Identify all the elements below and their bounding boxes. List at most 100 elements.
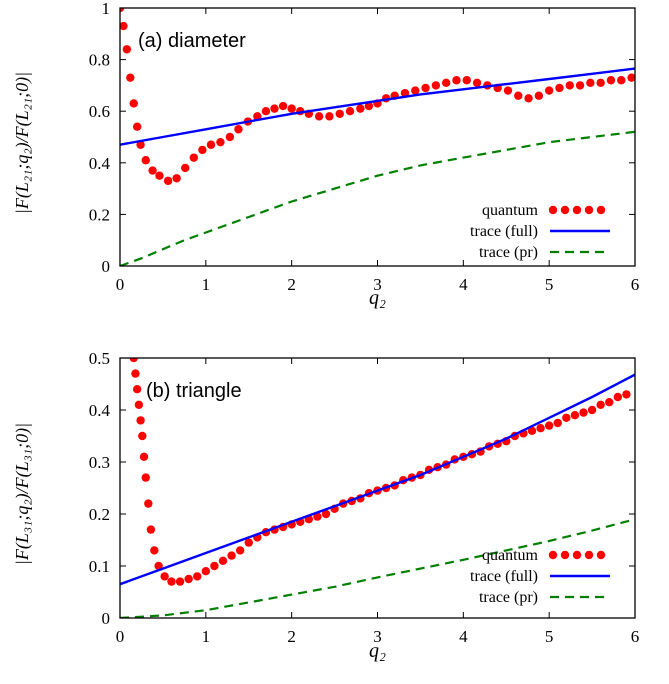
x-tick-label: 3 [373,275,382,294]
data-point-quantum [534,91,544,100]
x-axis-label: q₂ [369,640,386,662]
data-point-quantum [606,76,616,85]
data-point-quantum [132,122,142,131]
x-tick-label: 2 [287,627,296,646]
legend-dot-quantum [548,550,558,560]
x-tick-label: 0 [116,275,125,294]
data-point-quantum [462,76,471,85]
x-tick-label: 6 [631,275,640,294]
data-point-quantum [313,512,322,521]
x-tick-label: 0 [116,627,125,646]
data-point-quantum [225,132,235,142]
legend: quantum trace (full) trace (pr) [470,547,610,606]
data-point-quantum [565,81,574,90]
y-tick-label: 0.4 [89,154,111,173]
data-point-quantum [587,405,597,415]
data-point-quantum [570,411,580,420]
legend-dot-quantum [560,205,570,215]
data-point-quantum [364,101,374,111]
data-point-quantum [189,153,199,162]
data-point-quantum [527,426,537,435]
data-point-quantum [138,431,147,441]
data-point-quantum [261,107,271,116]
y-tick-label: 0.6 [89,102,110,121]
data-point-quantum [201,567,211,576]
data-point-quantum [270,104,279,113]
legend-dot-quantum [560,550,570,560]
x-tick-label: 5 [545,627,554,646]
data-point-quantum [218,556,228,565]
data-point-quantum [235,546,245,555]
chart-panel-b: 0 1 2 3 4 5 6 0 0.1 0.2 0.3 0.4 0.5 quantum trace (ful… [12,349,639,662]
data-point-quantum [536,424,545,433]
data-point-quantum [210,561,219,571]
data-point-quantum [503,86,513,95]
y-axis-label: |F(L₃₁;q₂)/F(L₃₁;0)| [12,423,33,565]
data-point-quantum [472,78,482,88]
x-tick-label: 1 [202,275,211,294]
data-point-quantum [141,156,150,165]
data-point-quantum [146,525,156,534]
data-point-quantum [206,140,216,149]
plot-frame [119,7,636,267]
data-point-quantum [216,137,225,147]
data-point-quantum [181,163,190,173]
data-point-quantum [441,78,451,88]
x-tick-label: 2 [287,275,296,294]
data-point-quantum [198,145,207,155]
y-tick-label: 0.3 [89,453,110,472]
data-point-quantum [596,78,605,88]
data-point-quantum [234,125,243,134]
legend-dot-quantum [596,550,606,560]
y-tick-label: 0.4 [89,401,111,420]
data-point-quantum [586,78,595,88]
y-axis-label: |F(L₂₁;q₂)/F(L₂₁;0)| [12,72,33,214]
data-point-quantum [579,408,588,417]
data-point-quantum [184,574,193,584]
y-tick-label: 0.2 [89,205,110,224]
legend-label: trace (pr) [479,244,538,261]
legend-label: trace (pr) [479,589,538,606]
plot-frame [119,357,636,619]
y-tick-label: 0.5 [89,349,110,368]
series-line-trace-pr [120,130,635,266]
series-line-trace-pr [120,518,635,618]
legend-dot-quantum [596,205,606,215]
data-point-quantum [120,8,125,13]
data-point-quantum [244,538,253,547]
data-point-quantum [287,104,296,113]
y-tick-label: 0 [102,609,111,628]
data-point-quantum [150,546,159,555]
data-point-quantum [126,73,135,82]
data-point-quantum [144,499,153,508]
data-point-quantum [562,413,571,422]
legend-dot-quantum [584,550,594,560]
chart-panel-a: 0 1 2 3 4 5 6 0 0.2 0.4 0.6 0.8 1 quantum trace (full)… [12,0,639,309]
data-point-quantum [553,418,562,428]
data-point-quantum [148,166,157,175]
data-point-quantum [129,99,138,108]
data-point-quantum [555,83,564,93]
data-point-quantum [356,104,365,113]
y-tick-label: 0.8 [89,51,110,70]
data-point-quantum [605,398,614,407]
data-point-quantum [227,551,236,560]
data-point-quantum [421,83,430,93]
series-group [120,8,635,266]
data-point-quantum [544,86,554,95]
legend-dot-quantum [584,205,594,215]
y-tick-label: 0.2 [89,505,110,524]
x-axis-label: q₂ [369,287,386,309]
data-point-quantum [431,81,441,90]
data-point-quantum [622,390,631,399]
data-point-quantum [172,174,181,183]
x-tick-label: 5 [545,275,554,294]
data-point-quantum [131,369,140,378]
x-tick-label: 6 [631,627,640,646]
data-point-quantum [514,91,523,100]
data-point-quantum [136,140,145,149]
legend-label: trace (full) [470,568,538,585]
legend-label: trace (full) [470,223,538,240]
data-point-quantum [345,107,355,116]
data-point-quantum [452,76,461,85]
